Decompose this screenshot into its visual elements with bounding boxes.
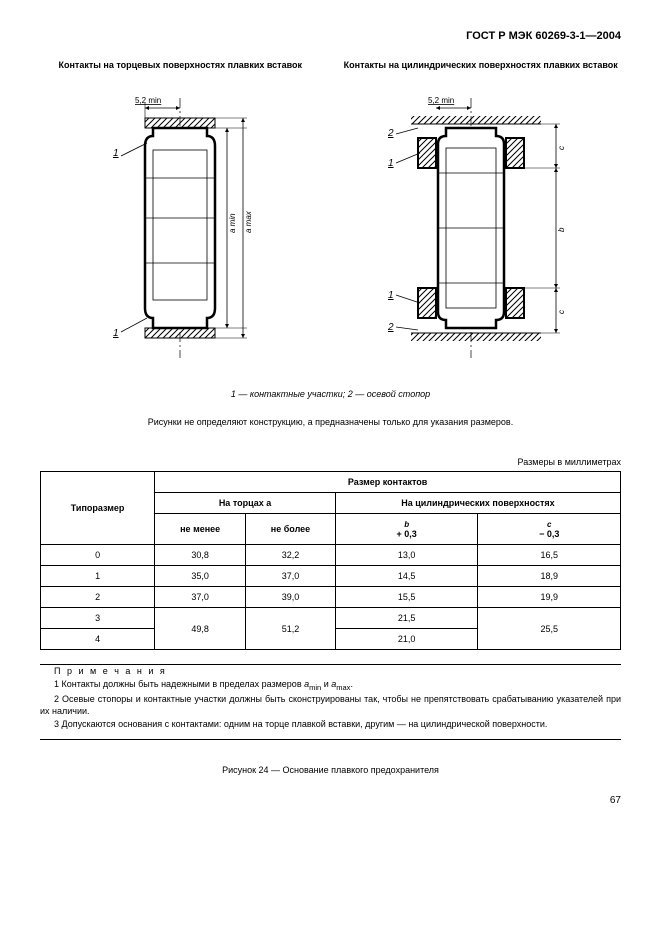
table-row: 2 37,0 39,0 15,5 19,9: [41, 587, 621, 608]
th-size: Типоразмер: [41, 472, 155, 545]
left-diagram: 5,2 min a min a max 1 1: [75, 78, 285, 368]
svg-text:c: c: [557, 310, 566, 314]
svg-text:1: 1: [388, 290, 394, 301]
note-center: Рисунки не определяют конструкцию, а пре…: [40, 417, 621, 427]
units-label: Размеры в миллиметрах: [40, 457, 621, 467]
svg-text:1: 1: [388, 158, 394, 169]
svg-text:a min: a min: [228, 213, 237, 233]
figure-left-title: Контакты на торцевых поверхностях плавки…: [40, 60, 321, 70]
figure-right: Контакты на цилиндрических поверхностях …: [341, 60, 622, 371]
figure-right-title: Контакты на цилиндрических поверхностях …: [341, 60, 622, 70]
table-row: 0 30,8 32,2 13,0 16,5: [41, 545, 621, 566]
th-b: b+ 0,3: [335, 514, 478, 545]
dimensions-table: Типоразмер Размер контактов На торцах а …: [40, 471, 621, 650]
legend: 1 — контактные участки; 2 — осевой стопо…: [40, 389, 621, 399]
table-row: 3 49,8 51,2 21,5 25,5: [41, 608, 621, 629]
th-amin: не менее: [155, 514, 246, 545]
notes-title: П р и м е ч а н и я: [54, 666, 167, 676]
svg-text:c: c: [557, 146, 566, 150]
th-group: Размер контактов: [155, 472, 621, 493]
svg-text:2: 2: [387, 322, 394, 333]
note-3: 3 Допускаются основания с контактами: од…: [40, 718, 621, 731]
svg-text:1: 1: [113, 328, 119, 339]
svg-text:a max: a max: [244, 210, 253, 233]
svg-text:2: 2: [387, 128, 394, 139]
standard-id: ГОСТ Р МЭК 60269-3-1—2004: [40, 30, 621, 42]
th-c: c− 0,3: [478, 514, 621, 545]
notes-block: П р и м е ч а н и я 1 Контакты должны бы…: [40, 664, 621, 740]
th-sub-cyl: На цилиндрических поверхностях: [335, 493, 620, 514]
svg-text:5,2 min: 5,2 min: [135, 96, 161, 105]
right-diagram: 5,2 min c b c: [356, 78, 606, 368]
th-sub-a: На торцах а: [155, 493, 336, 514]
figure-caption: Рисунок 24 — Основание плавкого предохра…: [40, 765, 621, 775]
figures-row: Контакты на торцевых поверхностях плавки…: [40, 60, 621, 371]
note-1: 1 Контакты должны быть надежными в преде…: [40, 678, 621, 693]
table-row: 1 35,0 37,0 14,5 18,9: [41, 566, 621, 587]
svg-text:1: 1: [113, 148, 119, 159]
svg-text:5,2 min: 5,2 min: [428, 96, 454, 105]
figure-left: Контакты на торцевых поверхностях плавки…: [40, 60, 321, 371]
page-number: 67: [40, 795, 621, 806]
svg-text:b: b: [557, 227, 566, 232]
note-2: 2 Осевые стопоры и контактные участки до…: [40, 693, 621, 718]
th-amax: не более: [246, 514, 336, 545]
